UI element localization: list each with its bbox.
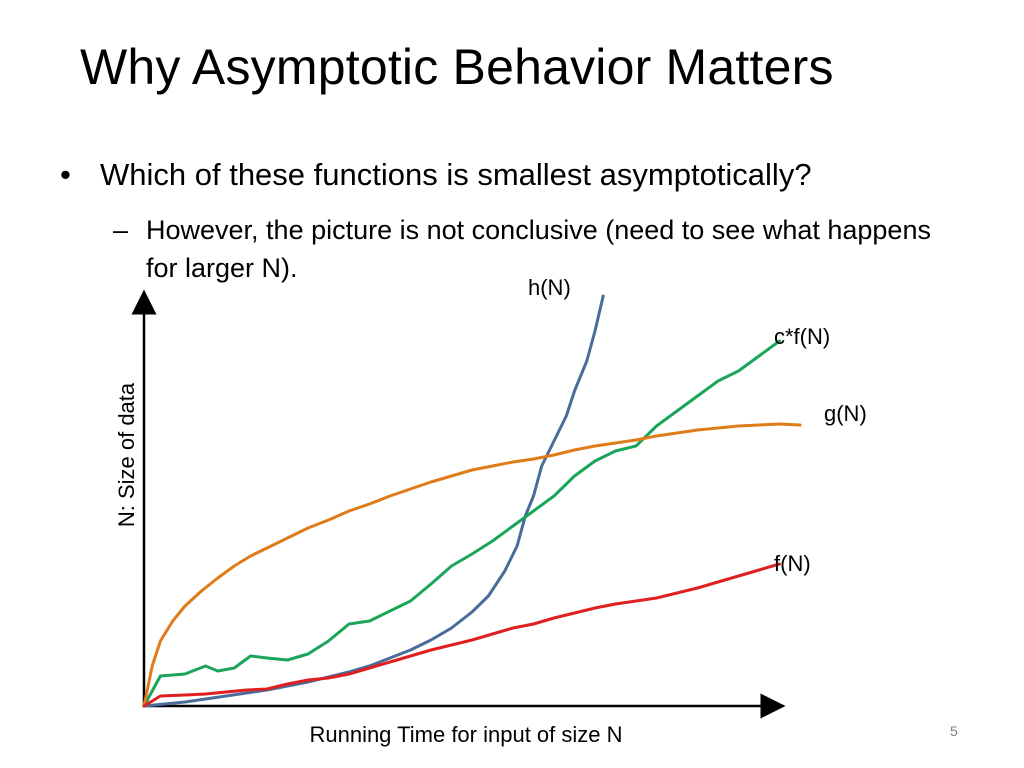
page-number: 5 xyxy=(950,723,958,739)
bullet-text: Which of these functions is smallest asy… xyxy=(100,157,812,192)
sub-bullet-marker: – xyxy=(113,215,129,245)
sub-bullet-text: However, the picture is not conclusive (… xyxy=(146,215,931,283)
series-label-h: h(N) xyxy=(528,275,571,300)
series-layer xyxy=(142,294,802,708)
bullet-marker: • xyxy=(60,157,71,192)
series-line-cf xyxy=(142,339,781,708)
series-line-g xyxy=(142,422,802,708)
x-axis-label: Running Time for input of size N xyxy=(309,722,622,747)
series-label-f: f(N) xyxy=(774,551,811,576)
slide-title: Why Asymptotic Behavior Matters xyxy=(80,39,834,95)
y-axis-label: N: Size of data xyxy=(114,382,139,527)
series-line-h xyxy=(142,294,605,708)
series-label-cf: c*f(N) xyxy=(774,324,830,349)
series-line-f xyxy=(142,562,781,708)
series-label-g: g(N) xyxy=(824,401,867,426)
